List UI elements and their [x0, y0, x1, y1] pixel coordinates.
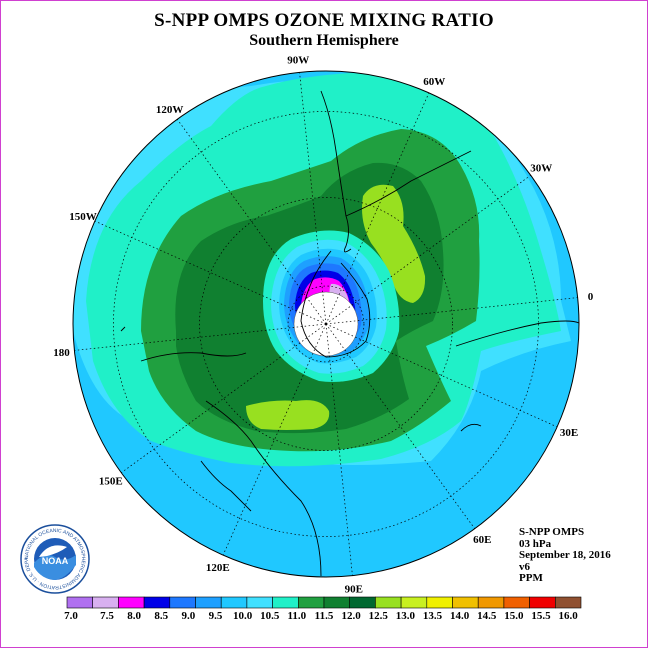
longitude-label: 90W	[287, 54, 309, 66]
longitude-label: 120W	[156, 104, 184, 116]
longitude-label: 150E	[99, 475, 123, 487]
longitude-label: 30W	[530, 163, 552, 175]
contour-12-5-south	[246, 400, 330, 430]
info-block: S-NPP OMPS 03 hPa September 18, 2016 v6 …	[519, 526, 611, 585]
info-units: PPM	[519, 572, 543, 585]
contour-12-5-east	[362, 184, 426, 303]
longitude-label: 120E	[206, 562, 230, 574]
graticule	[74, 72, 578, 576]
logo-wave	[34, 555, 76, 580]
logo-wordmark: NOAA	[42, 556, 69, 566]
ozone-field	[73, 71, 579, 577]
info-instrument: S-NPP OMPS	[519, 526, 585, 538]
map-subtitle: Southern Hemisphere	[249, 32, 399, 49]
longitude-label: 180	[53, 347, 70, 359]
logo-gull	[39, 545, 67, 557]
info-level: 03 hPa	[519, 537, 552, 550]
info-version: v6	[519, 560, 530, 573]
latitude-circle	[113, 111, 539, 537]
info-date: September 18, 2016	[519, 549, 611, 562]
latitude-circle	[199, 197, 453, 451]
longitude-label: 90E	[345, 584, 363, 596]
longitude-label: 60W	[423, 76, 445, 88]
longitude-label: 30E	[560, 427, 578, 439]
longitude-label: 150W	[69, 211, 97, 223]
map-boundary	[72, 70, 580, 578]
longitude-label: 60E	[473, 534, 491, 546]
longitude-labels: 90W 60W 30W 0 30E 60E 90E 120E 150E 180 150W 120W	[53, 54, 594, 595]
map-title: S-NPP OMPS OZONE MIXING RATIO	[154, 10, 494, 31]
latitude-circle	[287, 285, 365, 363]
coastlines	[120, 90, 579, 577]
longitude-label: 0	[588, 291, 594, 303]
noaa-logo: NATIONAL OCEANIC AND ATMOSPHERIC ADMINIS…	[19, 523, 90, 594]
